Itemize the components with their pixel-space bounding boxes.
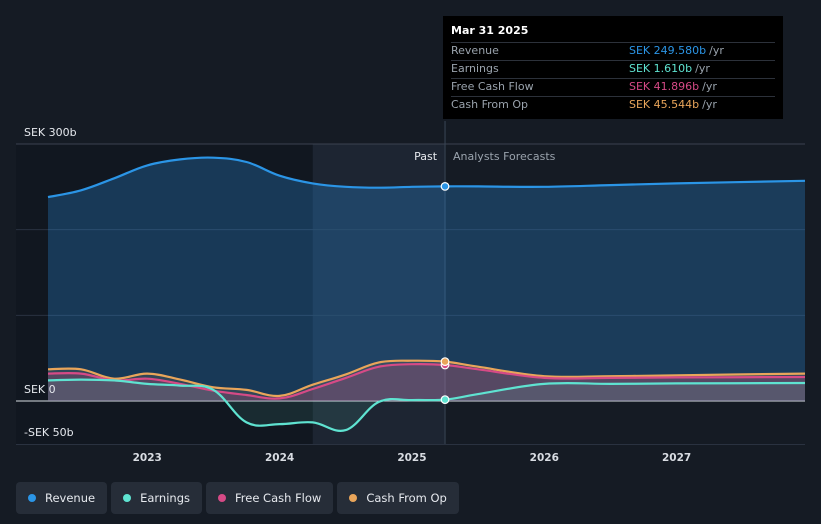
tooltip-row-label: Earnings [451,62,499,75]
tooltip-row-label: Cash From Op [451,98,529,111]
legend-label: Revenue [45,491,96,505]
x-tick-label: 2024 [265,452,294,464]
cash-from-op-area [48,360,805,401]
legend-item-free-cash-flow[interactable]: Free Cash Flow [206,482,334,514]
past-label: Past [414,150,438,163]
revenue-marker [440,182,450,191]
tooltip-row-label: Free Cash Flow [451,80,534,93]
cash-from-op-marker [440,357,450,366]
legend-label: Earnings [140,491,190,505]
legend-dot-icon [123,494,132,502]
y-label-top: SEK 300b [24,126,77,139]
earnings-line [47,378,806,432]
data-tooltip: Mar 31 2025 Revenue SEK 249.580b/yr Earnin… [443,16,783,119]
tooltip-row-value: SEK 45.544b [629,98,700,111]
earnings-area [48,379,805,431]
legend-dot-icon [28,494,36,502]
x-tick-label: 2025 [397,452,426,464]
series-lines [47,156,806,432]
tooltip-date: Mar 31 2025 [451,24,529,37]
revenue-area [48,157,805,401]
past-highlight-region [312,144,446,445]
forecast-label: Analysts Forecasts [453,150,556,163]
tooltip-row-unit: /yr [695,62,710,75]
tooltip-row-unit: /yr [702,98,717,111]
legend-dot-icon [349,494,358,502]
free-cash-flow-area [48,364,805,401]
x-tick-label: 2027 [662,452,691,464]
x-tick-label: 2023 [133,452,162,464]
chart-legend: Revenue Earnings Free Cash Flow Cash From O… [16,482,459,514]
tooltip-row: Cash From Op SEK 45.544b/yr [451,96,775,114]
series-markers [440,182,450,405]
x-tick-label: 2026 [530,452,559,464]
series-areas [48,157,805,431]
legend-item-revenue[interactable]: Revenue [16,482,108,514]
legend-dot-icon [218,494,226,502]
tooltip-row-value: SEK 1.610b [629,62,693,75]
tooltip-row-value: SEK 41.896b [629,80,700,93]
gridlines [16,121,805,445]
tooltip-row-unit: /yr [702,80,717,93]
free-cash-flow-line [47,362,806,400]
tooltip-rows: Revenue SEK 249.580b/yr Earnings SEK 1.610b… [451,42,775,114]
legend-item-cash-from-op[interactable]: Cash From Op [337,482,459,514]
y-label-bottom: -SEK 50b [24,426,74,439]
earnings-marker [440,395,450,405]
revenue-line [47,156,806,199]
cash-from-op-line [47,359,806,398]
legend-label: Cash From Op [366,491,447,505]
tooltip-row: Revenue SEK 249.580b/yr [451,42,775,60]
y-label-zero: SEK 0 [24,383,56,396]
axis-labels: SEK 300b SEK 0 -SEK 50b Past Analysts Foreca… [24,126,691,464]
tooltip-row-label: Revenue [451,44,499,57]
tooltip-row-unit: /yr [709,44,724,57]
tooltip-row-value: SEK 249.580b [629,44,707,57]
legend-label: Free Cash Flow [235,491,322,505]
tooltip-row: Free Cash Flow SEK 41.896b/yr [451,78,775,96]
tooltip-row: Earnings SEK 1.610b/yr [451,60,775,78]
legend-item-earnings[interactable]: Earnings [111,482,202,514]
